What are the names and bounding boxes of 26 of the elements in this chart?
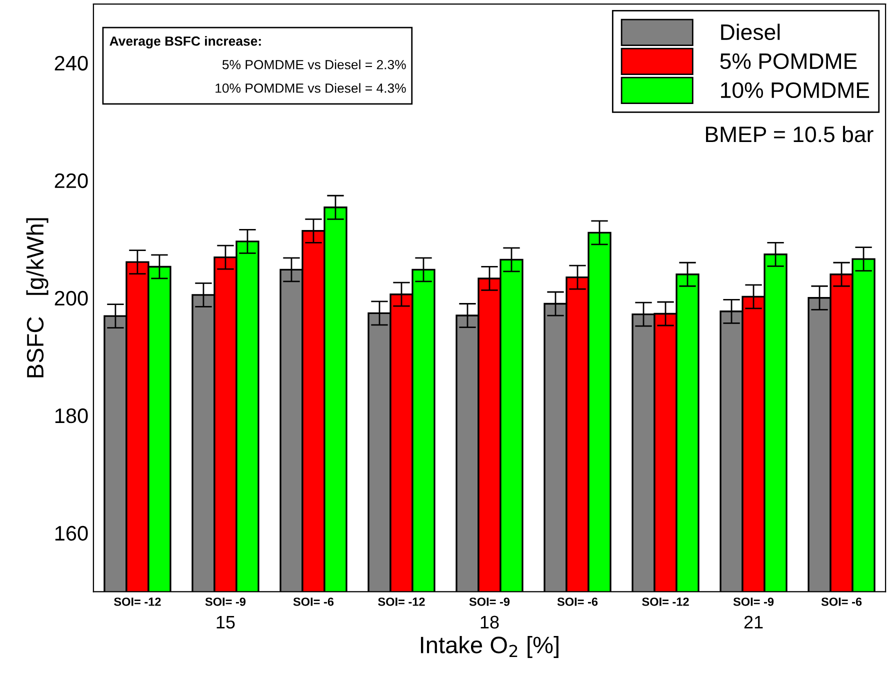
x-tick-label: SOI= -6 <box>557 598 598 606</box>
x-tick-label: SOI= -9 <box>469 598 510 606</box>
legend-label: Diesel <box>721 24 780 40</box>
y-tick-label: 220 <box>54 173 88 188</box>
x-tick-label: SOI= -12 <box>114 598 161 606</box>
y-tick-label: 200 <box>54 290 88 306</box>
text: 18 <box>480 616 499 629</box>
legend-label: 10% POMDME <box>721 82 870 98</box>
legend-label: 5% POMDME <box>720 53 857 70</box>
y-tick-label: 180 <box>55 408 88 424</box>
annotation: Average BSFC increase: <box>110 36 261 48</box>
x-tick-label: SOI= -9 <box>733 598 774 606</box>
y-tick-label: 240 <box>54 56 88 71</box>
annotation: 10% POMDME vs Diesel = 4.3% <box>216 83 406 93</box>
x-tick-label: SOI= -6 <box>293 598 334 606</box>
x-tick-label: SOI= -12 <box>378 598 425 606</box>
y-axis-title: BSFC [g/kWh] <box>26 218 48 378</box>
x-tick-label: SOI= -6 <box>821 598 862 606</box>
annotation: 5% POMDME vs Diesel = 2.3% <box>222 60 406 70</box>
annotation: BMEP = 10.5 bar <box>706 126 874 142</box>
x-tick-label: SOI= -12 <box>642 598 689 606</box>
x-axis-title: Intake O$_{2}$ [%] <box>420 636 558 658</box>
y-tick-label: 160 <box>55 526 88 541</box>
text: 21 <box>744 616 763 628</box>
x-tick-label: SOI= -9 <box>205 598 246 606</box>
text: 15 <box>216 616 235 629</box>
